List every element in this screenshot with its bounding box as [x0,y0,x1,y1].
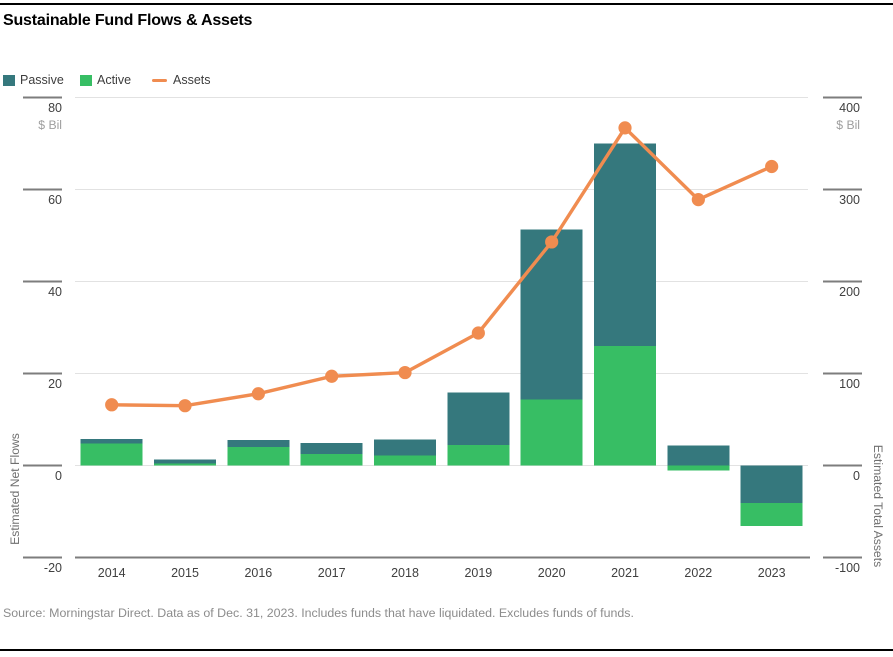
bar-active-2016 [227,447,290,466]
left-tick-60: 60 [48,193,62,207]
left-axis-title: Estimated Net Flows [8,433,22,545]
assets-line [111,126,773,408]
left-tick-40: 40 [48,285,62,299]
bottom-rule [0,649,893,651]
x-label-2020: 2020 [537,566,566,580]
top-rule [0,3,893,6]
right-tick-200: 200 [839,285,860,299]
assets-point-2019 [471,326,485,340]
x-label-2015: 2015 [171,566,199,580]
bar-active-2017 [300,454,363,466]
right-tick-300: 300 [839,193,860,207]
bar-active-2019 [447,444,510,466]
assets-line-swatch-icon [152,78,167,83]
bar-passive-2019 [447,392,510,445]
x-label-2017: 2017 [317,566,346,580]
bar-active-2023 [740,503,803,527]
x-label-2023: 2023 [757,566,786,580]
bar-passive-2018 [374,439,437,456]
bar-active-2021 [594,345,657,466]
legend-label-active: Active [97,73,132,87]
right-tick-400: 400 [839,101,860,115]
bar-passive-2017 [300,442,363,454]
bar-active-2014 [80,443,143,466]
bar-active-2022 [667,465,730,471]
assets-point-2016 [251,387,265,401]
left-tick-20: 20 [48,377,62,391]
assets-point-2018 [398,365,412,380]
assets-point-2014 [105,398,119,412]
x-label-2019: 2019 [464,566,493,580]
left-tick--20: -20 [43,561,62,575]
bar-passive-2014 [80,438,143,444]
x-label-2018: 2018 [391,566,419,580]
legend-label-assets: Assets [173,73,211,87]
x-label-2016: 2016 [244,566,273,580]
right-axis-unit: $ Bil [836,118,860,132]
active-swatch-icon [80,74,92,86]
bar-active-2018 [374,455,437,466]
assets-point-2017 [325,369,339,383]
source-note: Source: Morningstar Direct. Data as of D… [3,606,634,620]
left-axis-unit: $ Bil [38,118,62,132]
assets-point-2020 [545,235,559,249]
assets-point-2015 [178,399,192,413]
bar-passive-2015 [154,459,217,464]
bar-passive-2021 [594,143,657,346]
left-tick-80: 80 [48,101,62,115]
bar-passive-2020 [520,229,583,400]
right-tick--100: -100 [834,561,860,575]
page-title: Sustainable Fund Flows & Assets [3,12,253,29]
legend-label-passive: Passive [20,73,64,87]
x-label-2022: 2022 [684,566,713,580]
x-label-2014: 2014 [97,566,126,580]
bar-active-2015 [154,463,217,466]
right-tick-0: 0 [853,469,860,483]
passive-swatch-icon [3,74,15,86]
bar-passive-2016 [227,440,290,448]
bar-active-2020 [520,399,583,466]
x-label-2021: 2021 [611,566,639,580]
assets-point-2022 [691,193,705,207]
right-axis-title: Estimated Total Assets [871,444,885,568]
bar-passive-2023 [740,465,803,504]
right-tick-100: 100 [839,377,860,391]
assets-point-2021 [618,121,632,135]
bar-passive-2022 [667,445,730,466]
assets-point-2023 [765,159,779,174]
left-tick-0: 0 [55,469,62,483]
chart-legend: Passive Active Assets [3,74,303,87]
